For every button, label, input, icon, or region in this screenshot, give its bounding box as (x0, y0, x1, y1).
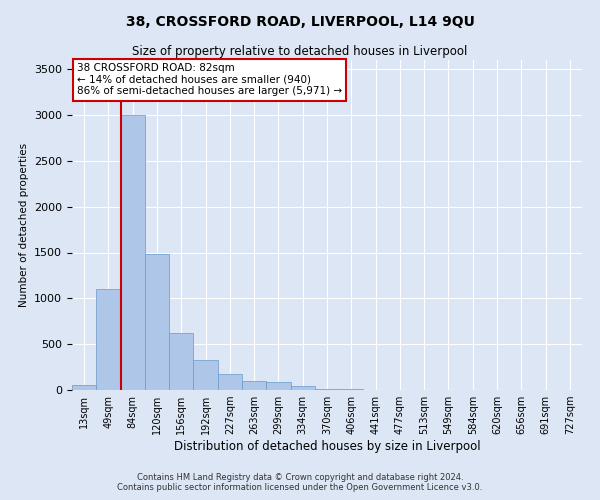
Text: 38, CROSSFORD ROAD, LIVERPOOL, L14 9QU: 38, CROSSFORD ROAD, LIVERPOOL, L14 9QU (125, 15, 475, 29)
Y-axis label: Number of detached properties: Number of detached properties (19, 143, 29, 307)
Text: 38 CROSSFORD ROAD: 82sqm
← 14% of detached houses are smaller (940)
86% of semi-: 38 CROSSFORD ROAD: 82sqm ← 14% of detach… (77, 64, 342, 96)
Bar (121, 115, 145, 390)
Bar (145, 254, 169, 390)
Bar (218, 374, 242, 390)
Bar (315, 388, 339, 390)
X-axis label: Distribution of detached houses by size in Liverpool: Distribution of detached houses by size … (173, 440, 481, 453)
Text: Contains HM Land Registry data © Crown copyright and database right 2024.
Contai: Contains HM Land Registry data © Crown c… (118, 473, 482, 492)
Bar (290, 386, 315, 390)
Bar (96, 289, 121, 390)
Bar (169, 333, 193, 390)
Bar (266, 382, 290, 390)
Bar (193, 360, 218, 390)
Bar (242, 382, 266, 390)
Text: Size of property relative to detached houses in Liverpool: Size of property relative to detached ho… (133, 45, 467, 58)
Bar (72, 386, 96, 390)
